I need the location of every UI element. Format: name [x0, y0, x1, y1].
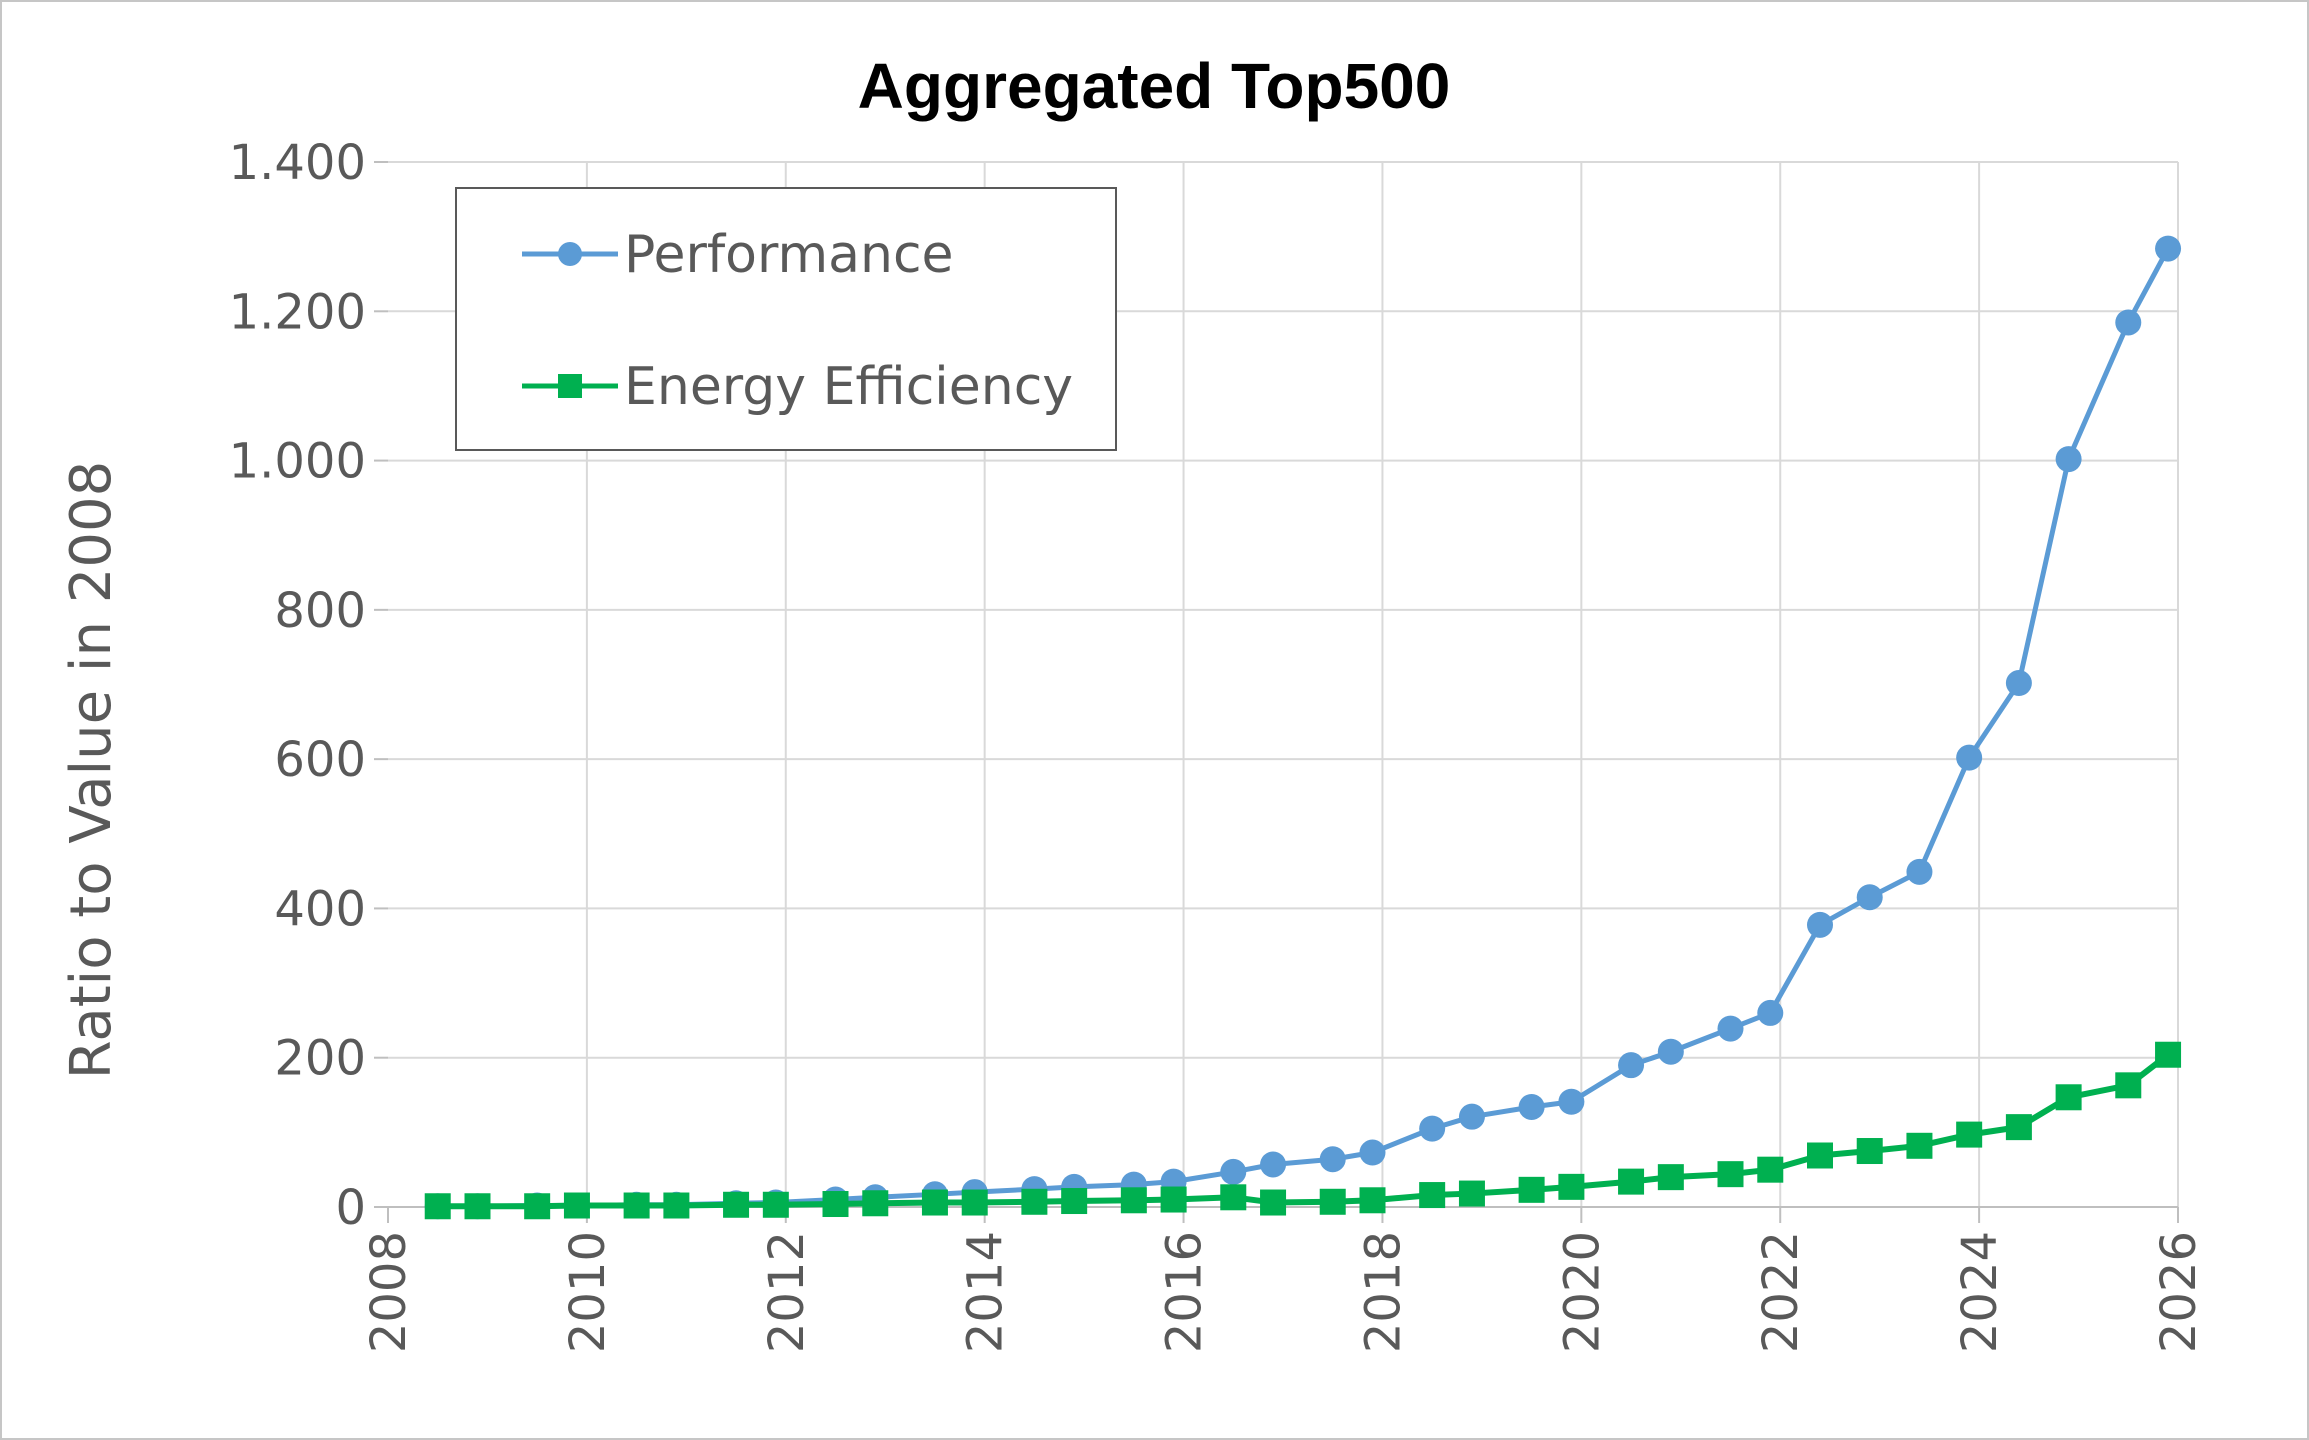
- data-point-energy-efficiency: [1618, 1168, 1645, 1195]
- data-point-energy-efficiency: [1120, 1187, 1147, 1214]
- data-point-performance: [1419, 1115, 1446, 1142]
- x-tick-label: 2026: [2151, 1231, 2207, 1353]
- y-tick-label: 200: [274, 1031, 366, 1087]
- data-point-performance: [1319, 1146, 1346, 1173]
- y-tick-label: 1.000: [229, 434, 366, 490]
- x-tick-label: 2014: [958, 1231, 1014, 1353]
- data-point-energy-efficiency: [961, 1189, 988, 1216]
- data-point-energy-efficiency: [1220, 1184, 1247, 1211]
- legend-marker-performance: [558, 242, 582, 266]
- data-point-performance: [1757, 999, 1784, 1026]
- data-point-energy-efficiency: [1558, 1173, 1585, 1200]
- data-point-performance: [2005, 670, 2032, 697]
- x-tick-label: 2008: [361, 1231, 417, 1353]
- legend-box: [455, 187, 1117, 451]
- data-point-energy-efficiency: [1419, 1182, 1446, 1209]
- data-point-energy-efficiency: [2005, 1114, 2032, 1141]
- data-point-energy-efficiency: [563, 1192, 590, 1219]
- data-point-performance: [2115, 309, 2142, 336]
- data-point-energy-efficiency: [464, 1193, 491, 1220]
- y-tick-label: 1.400: [229, 135, 366, 191]
- data-point-performance: [1220, 1158, 1247, 1185]
- series-line-energy-efficiency: [437, 1052, 2170, 1210]
- data-point-energy-efficiency: [1956, 1121, 1983, 1148]
- data-point-energy-efficiency: [1319, 1188, 1346, 1215]
- data-point-performance: [1956, 744, 1983, 771]
- data-point-energy-efficiency: [762, 1191, 789, 1218]
- data-point-energy-efficiency: [862, 1190, 889, 1217]
- data-point-energy-efficiency: [1856, 1138, 1883, 1165]
- legend-marker-energy-efficiency: [558, 374, 582, 398]
- data-point-energy-efficiency: [1657, 1164, 1684, 1191]
- data-point-energy-efficiency: [723, 1191, 750, 1218]
- x-tick-label: 2012: [759, 1231, 815, 1353]
- data-point-performance: [1618, 1052, 1645, 1079]
- data-point-performance: [1906, 858, 1933, 885]
- data-point-performance: [1717, 1015, 1744, 1042]
- x-tick-label: 2010: [560, 1231, 616, 1353]
- data-point-energy-efficiency: [2055, 1084, 2082, 1111]
- data-point-energy-efficiency: [1359, 1187, 1386, 1214]
- data-point-performance: [1518, 1093, 1545, 1120]
- data-point-performance: [1807, 911, 1833, 938]
- data-point-energy-efficiency: [1260, 1189, 1287, 1216]
- x-tick-label: 2020: [1554, 1231, 1610, 1353]
- data-point-energy-efficiency: [1757, 1156, 1784, 1183]
- data-point-performance: [1856, 884, 1883, 911]
- data-point-performance: [2055, 446, 2082, 473]
- chart-title: Aggregated Top500: [858, 50, 1451, 122]
- y-tick-label: 0: [335, 1180, 366, 1236]
- data-point-energy-efficiency: [623, 1192, 650, 1219]
- data-point-energy-efficiency: [1518, 1176, 1545, 1203]
- data-point-energy-efficiency: [822, 1191, 849, 1218]
- y-axis-label: Ratio to Value in 2008: [59, 461, 124, 1080]
- data-point-energy-efficiency: [1458, 1180, 1485, 1207]
- data-point-energy-efficiency: [2115, 1072, 2142, 1099]
- data-point-energy-efficiency: [524, 1193, 551, 1220]
- x-tick-label: 2022: [1753, 1231, 1809, 1353]
- y-tick-label: 400: [274, 881, 366, 937]
- data-point-energy-efficiency: [1160, 1186, 1187, 1213]
- y-tick-label: 600: [274, 732, 366, 788]
- data-point-performance: [2155, 235, 2182, 262]
- legend-label-energy-efficiency: Energy Efficiency: [624, 357, 1073, 417]
- x-tick-labels: 2008 2010 2012 2014 2016 2018 2020 2022 2024 2026: [361, 1231, 2207, 1353]
- data-point-energy-efficiency: [1807, 1142, 1833, 1169]
- data-point-energy-efficiency: [2155, 1041, 2182, 1068]
- data-point-energy-efficiency: [663, 1192, 690, 1219]
- data-point-energy-efficiency: [1061, 1188, 1088, 1215]
- data-point-performance: [1458, 1103, 1485, 1130]
- x-tick-label: 2024: [1952, 1231, 2008, 1353]
- legend: Performance Energy Efficiency: [455, 187, 1117, 451]
- series-layer: [424, 235, 2182, 1220]
- data-point-energy-efficiency: [921, 1189, 948, 1216]
- series-energy-efficiency: [424, 1041, 2182, 1220]
- data-point-performance: [1657, 1038, 1684, 1065]
- data-point-energy-efficiency: [1906, 1132, 1933, 1159]
- data-point-energy-efficiency: [1021, 1188, 1048, 1215]
- data-point-performance: [1260, 1151, 1287, 1178]
- y-tick-label: 800: [274, 583, 366, 639]
- x-tick-label: 2018: [1355, 1231, 1411, 1353]
- data-point-performance: [1558, 1088, 1585, 1115]
- data-point-energy-efficiency: [424, 1193, 451, 1220]
- x-tick-label: 2016: [1157, 1231, 1213, 1353]
- data-point-energy-efficiency: [1717, 1161, 1744, 1188]
- y-tick-labels: 0 200 400 600 800 1.000 1.200 1.400: [229, 135, 366, 1236]
- legend-label-performance: Performance: [624, 225, 954, 285]
- y-tick-label: 1.200: [229, 284, 366, 340]
- data-point-performance: [1359, 1139, 1386, 1166]
